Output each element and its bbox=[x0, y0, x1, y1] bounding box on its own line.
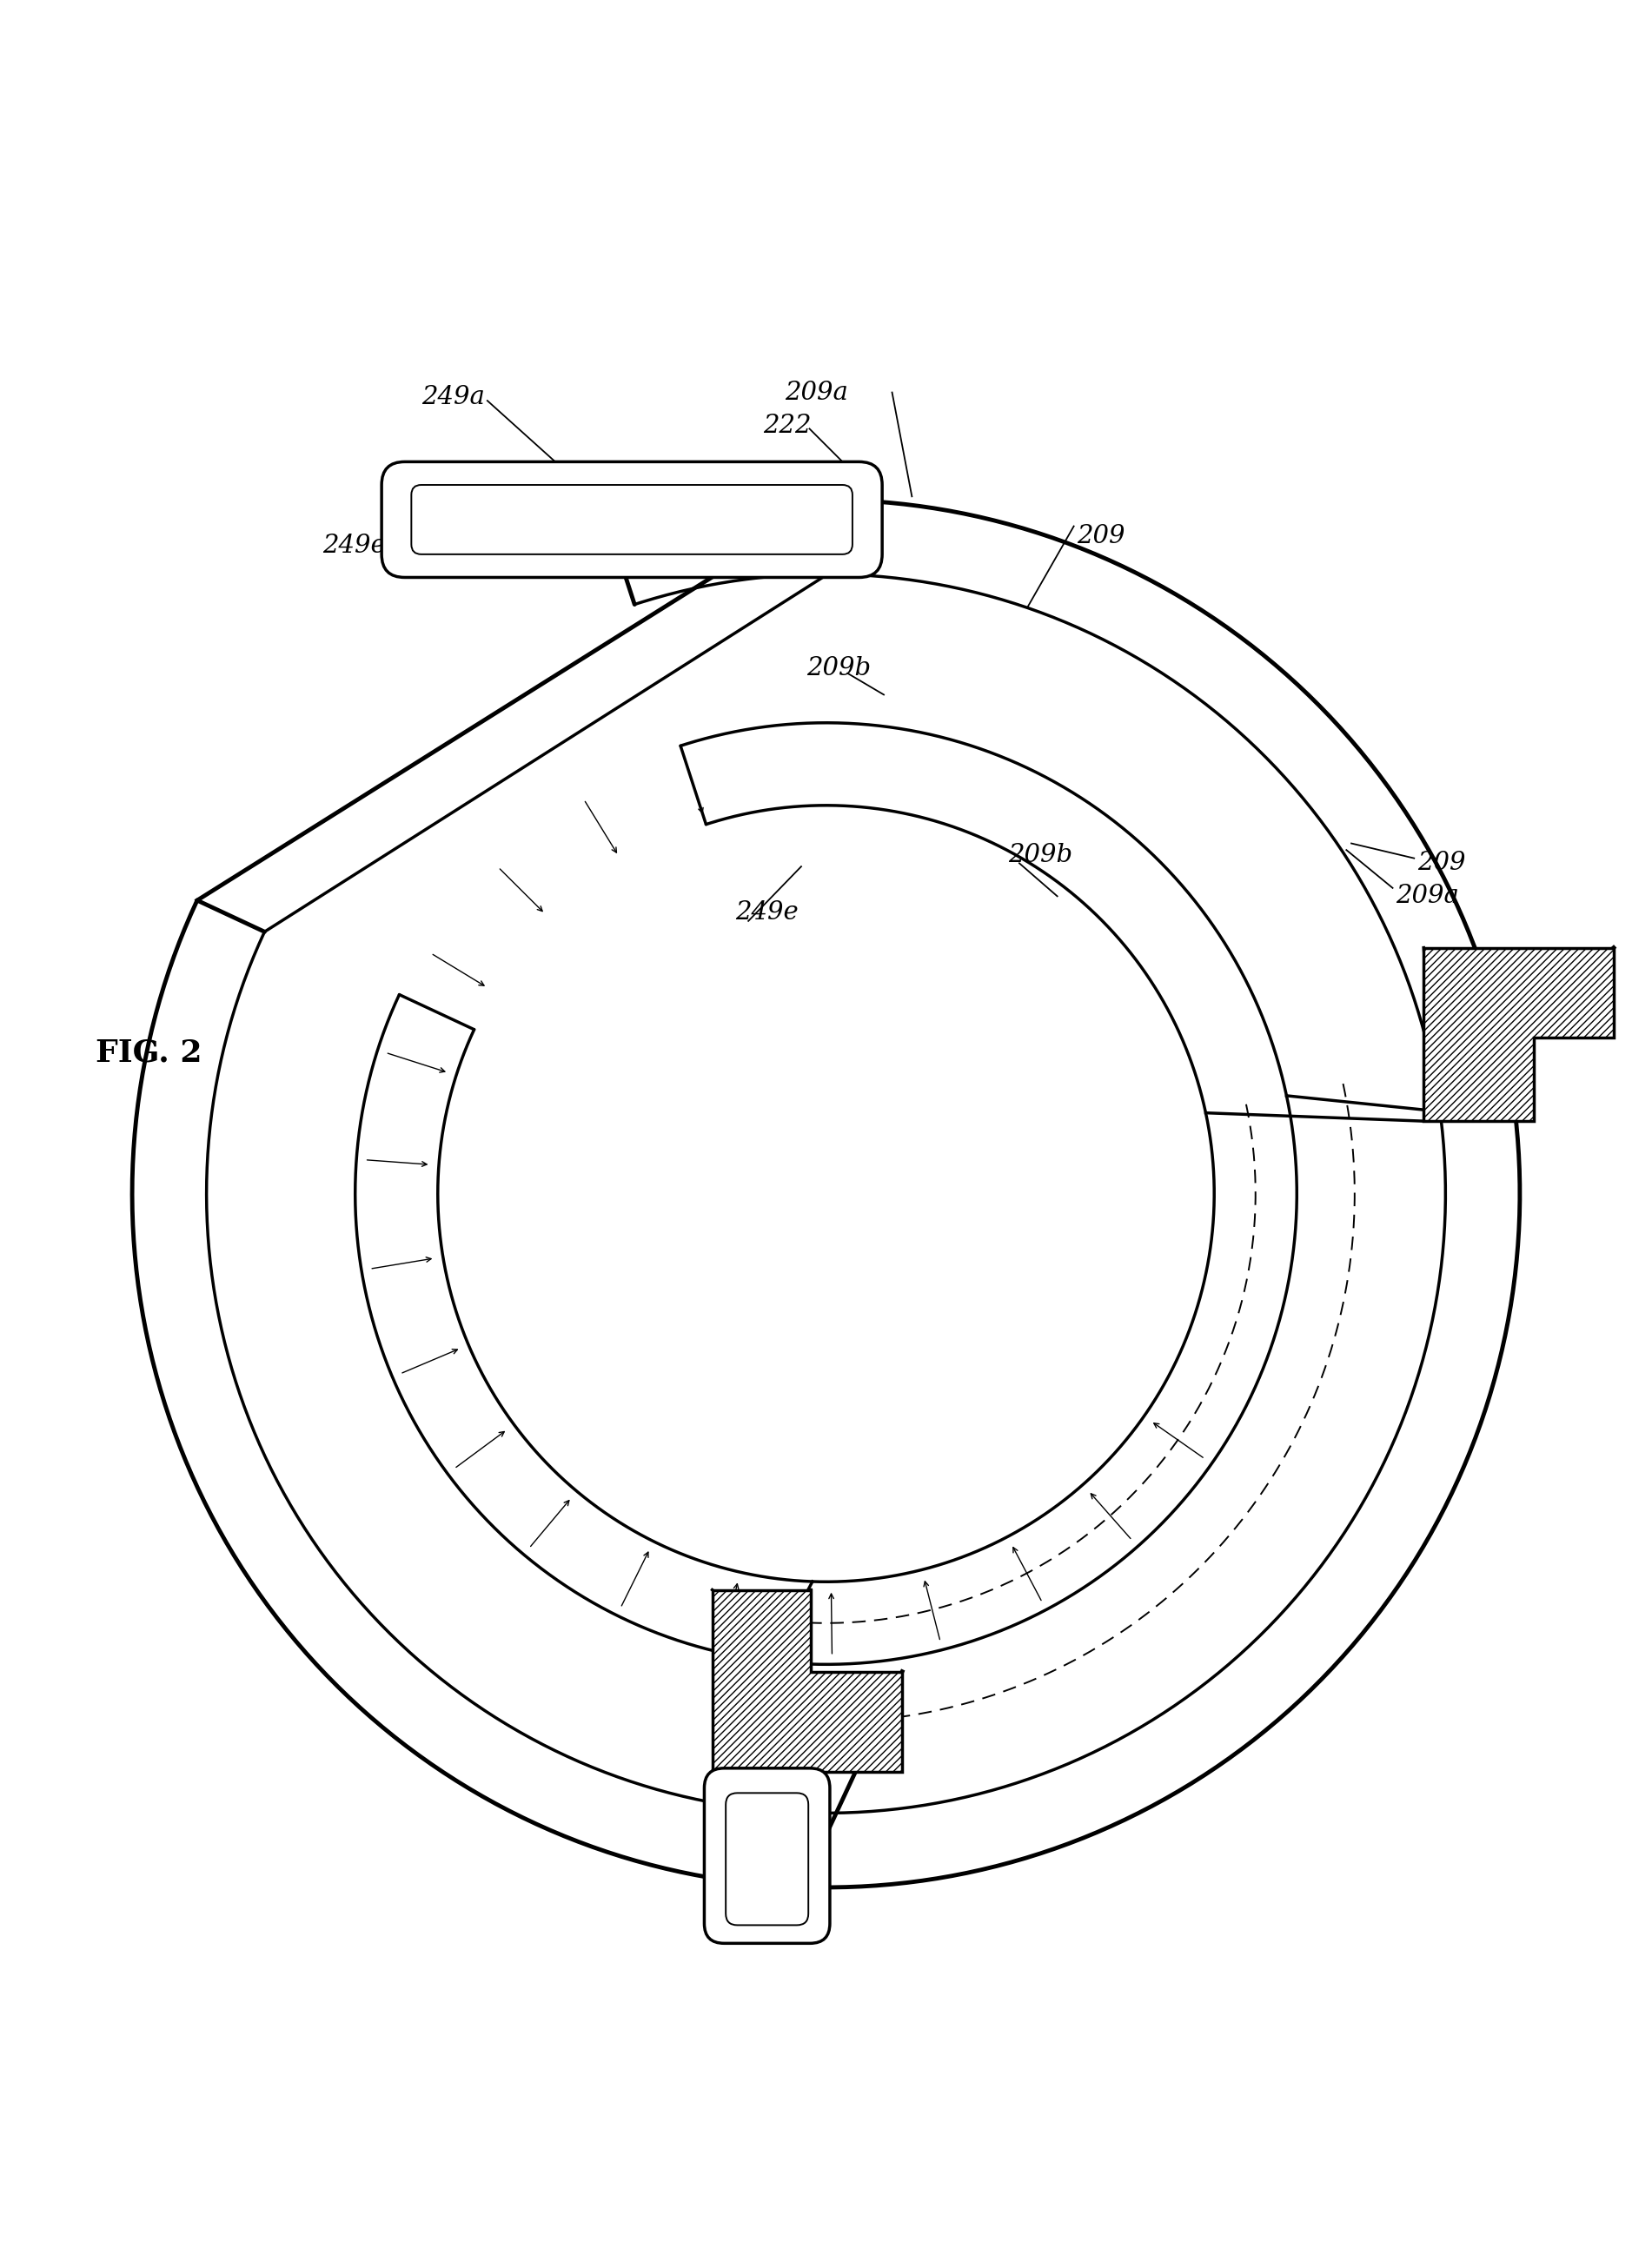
FancyBboxPatch shape bbox=[725, 1793, 808, 1926]
Text: 209b: 209b bbox=[806, 656, 871, 681]
Text: 249e: 249e bbox=[735, 900, 798, 925]
Text: 222: 222 bbox=[763, 413, 811, 437]
Polygon shape bbox=[1424, 947, 1614, 1121]
Text: 249e: 249e bbox=[322, 534, 385, 559]
Text: 209b: 209b bbox=[1008, 843, 1072, 868]
Polygon shape bbox=[712, 1590, 902, 1772]
Text: FIG. 2: FIG. 2 bbox=[96, 1037, 202, 1069]
Text: 209a: 209a bbox=[1396, 884, 1459, 909]
Text: 209: 209 bbox=[1417, 850, 1465, 875]
FancyBboxPatch shape bbox=[411, 485, 852, 555]
Text: 249a: 249a bbox=[421, 386, 484, 410]
Text: 209a: 209a bbox=[785, 381, 847, 404]
FancyBboxPatch shape bbox=[382, 462, 882, 577]
FancyBboxPatch shape bbox=[704, 1768, 829, 1944]
Text: 209: 209 bbox=[1077, 523, 1125, 548]
